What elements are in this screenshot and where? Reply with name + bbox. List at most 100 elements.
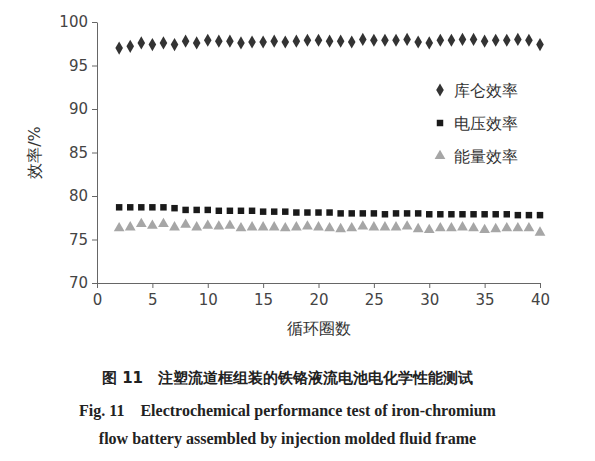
point [459,33,467,46]
point [136,218,147,227]
point [324,222,335,231]
y-tick: 75 [69,231,97,249]
point [237,36,245,49]
point [160,36,168,49]
point [258,221,269,230]
point [537,212,543,218]
point [492,211,498,217]
point [215,35,223,48]
y-tick-mark [92,153,97,154]
y-tick-label: 75 [69,231,88,249]
point [171,38,179,51]
x-tick-label: 25 [365,291,384,309]
point [359,33,367,46]
point [326,35,334,48]
y-axis-title: 效率/% [25,126,44,179]
point [270,35,278,48]
point [225,219,236,228]
x-tick-label: 35 [476,291,495,309]
point [457,221,468,230]
point [213,220,224,229]
point [204,34,212,47]
point [160,204,166,210]
x-tick-label: 0 [93,291,103,309]
point [459,211,465,217]
point [282,208,288,214]
title: 图 11 注塑流道框组装的铁铬液流电池电化学性能测试 [102,369,473,387]
point [191,221,202,230]
point [515,212,521,218]
chart: 0510152025303540707580859095100循环圈数效率/%库… [0,0,595,461]
point [180,219,191,228]
point [193,36,201,49]
point [227,208,233,214]
x-tick-label: 10 [199,291,218,309]
point [348,35,356,48]
legend-marker [436,83,444,96]
point [404,210,410,216]
point [403,33,411,46]
point [248,35,256,48]
legend: 库仑效率电压效率能量效率 [435,81,518,166]
x-tick: 25 [365,283,384,309]
point [313,221,324,230]
point [249,208,255,214]
legend-marker [437,120,443,126]
point [437,211,443,217]
point [380,221,391,230]
plot-area [114,33,546,236]
point [402,220,413,229]
point [125,221,136,230]
legend-label: 电压效率 [454,114,518,133]
y-tick-label: 70 [69,274,88,292]
point [526,212,532,218]
y-tick-label: 95 [69,57,88,75]
point [138,36,146,49]
point [501,222,512,231]
point [205,207,211,213]
x-tick-label: 15 [254,291,273,309]
x-tick-mark [97,283,98,288]
point [481,35,489,48]
y-tick-mark [92,66,97,67]
point [468,222,479,231]
point [391,221,402,230]
point [335,223,346,232]
point [116,204,122,210]
x-tick: 15 [254,283,273,309]
point [415,210,421,216]
y-tick: 95 [69,57,97,75]
point [171,205,177,211]
y-axis-line [97,23,98,284]
x-tick: 35 [476,283,495,309]
y-tick: 100 [59,13,97,31]
point [536,38,544,51]
x-axis: 0510152025303540 [93,283,550,309]
y-tick-label: 85 [69,144,88,162]
point [357,220,368,229]
point [393,210,399,216]
x-tick-mark [152,283,153,288]
point [348,210,354,216]
point [138,204,144,210]
series [114,218,546,236]
point [291,221,302,230]
point [337,210,343,216]
point [437,34,445,47]
x-tick: 5 [148,283,158,309]
point [369,221,380,230]
point [514,33,522,46]
point [512,222,523,231]
point [226,35,234,48]
point [414,35,422,48]
subtitle: flow battery assembled by injection mold… [99,430,476,448]
x-tick-mark [429,283,430,288]
y-tick-label: 90 [69,100,88,118]
point [269,221,280,230]
x-tick: 40 [531,283,550,309]
point [293,35,301,48]
point [424,224,435,233]
point [216,208,222,214]
x-axis-title: 循环圈数 [287,319,351,338]
legend-label: 能量效率 [454,147,518,166]
